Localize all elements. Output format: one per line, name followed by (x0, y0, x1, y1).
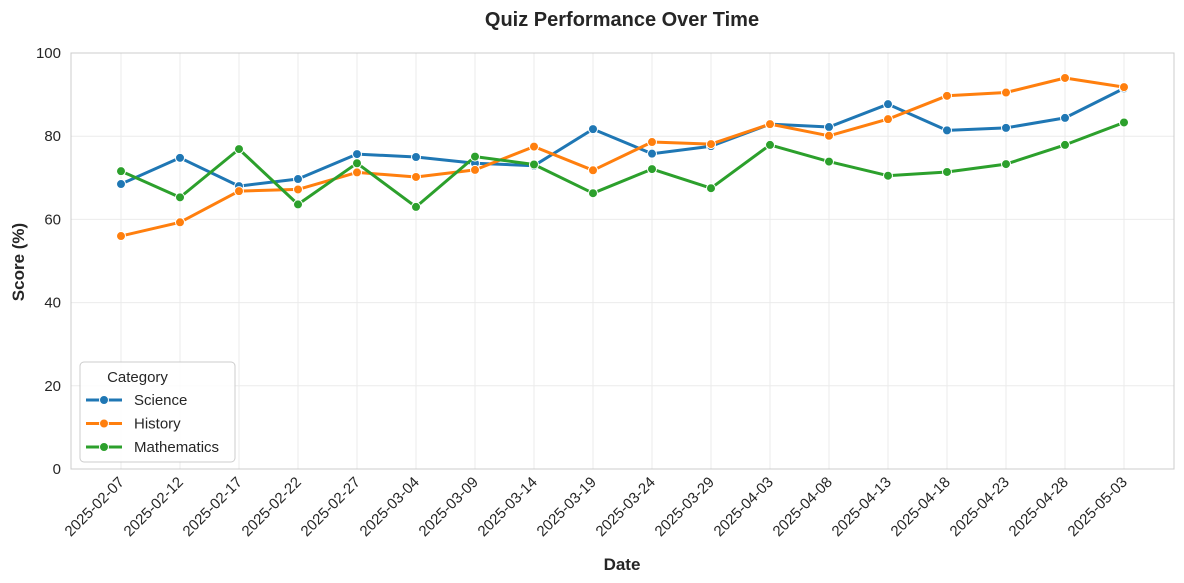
data-point-history (706, 139, 716, 150)
data-point-science (883, 99, 893, 110)
data-point-mathematics (1001, 159, 1011, 170)
data-point-mathematics (706, 183, 716, 194)
data-point-history (234, 186, 244, 197)
data-point-history (942, 90, 952, 101)
legend-swatch-marker (99, 442, 109, 452)
data-point-history (529, 141, 539, 152)
data-point-history (175, 217, 185, 228)
legend-label: Mathematics (134, 439, 219, 456)
series-layer (116, 72, 1129, 242)
data-point-science (175, 152, 185, 163)
y-axis-label: Score (%) (9, 223, 28, 301)
data-point-science (647, 148, 657, 159)
data-point-science (1001, 122, 1011, 133)
legend-label: History (134, 416, 181, 433)
data-point-history (470, 164, 480, 175)
legend-box (79, 361, 236, 463)
data-point-history (411, 171, 421, 182)
data-point-science (116, 179, 126, 190)
legend-item-mathematics: Mathematics (86, 439, 219, 456)
series-line-history (119, 76, 1126, 238)
data-point-mathematics (352, 158, 362, 169)
data-point-science (411, 152, 421, 162)
data-point-history (352, 167, 362, 178)
y-tick-label: 0 (53, 461, 61, 478)
y-tick-label: 60 (44, 211, 61, 228)
data-point-history (824, 130, 834, 141)
legend-item-science: Science (86, 392, 187, 409)
y-tick-label: 40 (44, 295, 61, 312)
data-point-mathematics (1119, 117, 1129, 128)
data-point-science (942, 125, 952, 136)
data-point-mathematics (883, 170, 893, 181)
grid (71, 52, 1174, 470)
legend: Category Science History Mathematics (79, 361, 236, 463)
data-point-history (588, 165, 598, 176)
legend-item-history: History (86, 416, 181, 433)
data-point-mathematics (765, 139, 775, 150)
legend-swatch-marker (99, 418, 109, 429)
data-point-mathematics (1060, 139, 1070, 150)
data-point-history (1119, 82, 1129, 93)
data-point-mathematics (470, 151, 480, 162)
data-point-mathematics (529, 159, 539, 170)
legend-label: Science (134, 392, 187, 409)
series-mathematics (116, 117, 1129, 212)
data-point-history (883, 114, 893, 125)
plot-frame (70, 52, 1175, 470)
legend-swatch-marker (99, 395, 109, 405)
data-point-science (293, 174, 303, 185)
data-point-history (647, 137, 657, 148)
data-point-mathematics (234, 144, 244, 155)
x-axis-label: Date (604, 555, 641, 574)
data-point-history (765, 119, 775, 130)
y-tick-label: 20 (44, 378, 61, 395)
data-point-mathematics (116, 166, 126, 177)
y-tick-label: 80 (44, 128, 61, 145)
y-tick-label: 100 (36, 45, 61, 62)
legend-title: Category (107, 369, 168, 386)
series-line-mathematics (119, 121, 1126, 209)
data-point-mathematics (175, 192, 185, 203)
data-point-science (588, 124, 598, 135)
data-point-science (352, 149, 362, 160)
data-point-mathematics (824, 156, 834, 167)
series-history (116, 72, 1129, 242)
data-point-mathematics (588, 188, 598, 199)
data-point-history (1001, 87, 1011, 98)
data-point-mathematics (293, 199, 303, 210)
y-axis-ticks: 0 20 40 60 80 100 (36, 45, 61, 478)
data-point-mathematics (942, 166, 952, 177)
data-point-mathematics (411, 201, 421, 212)
data-point-mathematics (647, 164, 657, 175)
data-point-history (116, 231, 126, 242)
data-point-history (1060, 72, 1070, 83)
data-point-science (824, 122, 834, 133)
data-point-science (1060, 112, 1070, 123)
data-point-history (293, 184, 303, 195)
series-line-science (119, 86, 1126, 188)
chart-title: Quiz Performance Over Time (485, 9, 759, 31)
